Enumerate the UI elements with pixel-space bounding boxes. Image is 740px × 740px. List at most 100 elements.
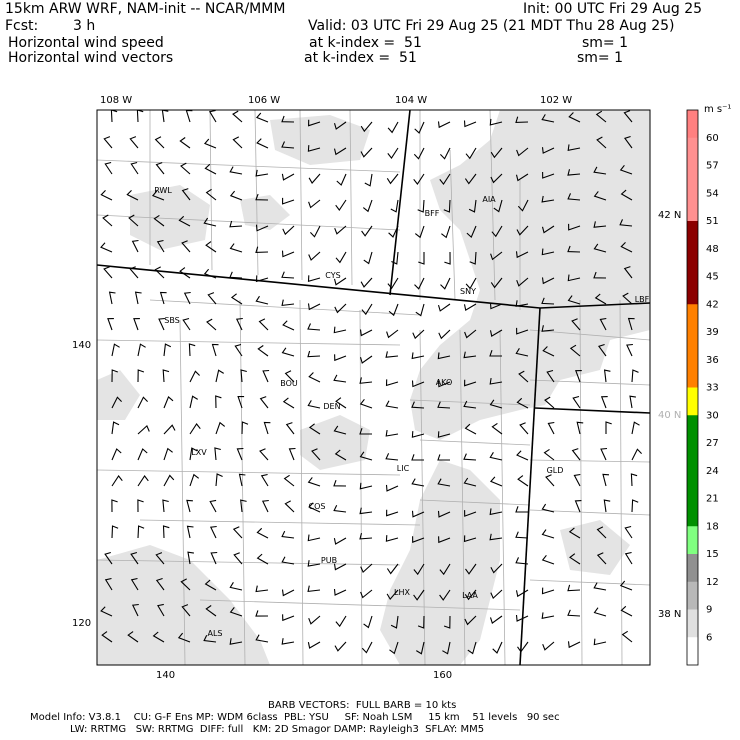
- wind-barb: [489, 350, 503, 357]
- wind-barb: [464, 589, 477, 601]
- wind-barb: [229, 220, 243, 228]
- wind-barb: [229, 638, 243, 645]
- border-wy-ne: [389, 110, 411, 296]
- wind-barb: [489, 508, 503, 516]
- wind-barb: [333, 425, 347, 435]
- grid-x-label-140: 140: [156, 670, 176, 681]
- wind-barb: [465, 563, 477, 575]
- border-ne-ks: [534, 407, 650, 414]
- wind-barb: [489, 302, 503, 310]
- wind-barb: [516, 147, 529, 157]
- station-den: DEN: [323, 402, 340, 411]
- wind-barb: [334, 449, 347, 461]
- wind-barb: [464, 329, 477, 339]
- wind-barb: [516, 397, 529, 409]
- wind-barb: [179, 267, 191, 279]
- wind-barb: [469, 251, 477, 265]
- wind-barb: [237, 396, 245, 409]
- wind-barb: [489, 615, 503, 624]
- wind-barb: [463, 535, 477, 543]
- wind-barb: [238, 473, 246, 487]
- wind-barb: [491, 422, 503, 435]
- wind-barb: [417, 199, 425, 213]
- colorbar-swatch: [687, 359, 698, 388]
- wind-barb: [178, 215, 191, 227]
- wind-barb: [437, 380, 451, 388]
- wind-barb: [262, 369, 270, 383]
- wind-barb: [437, 352, 451, 360]
- wind-barb: [359, 355, 373, 364]
- wind-barb: [593, 221, 607, 228]
- colorbar-tick-label: 12: [706, 577, 719, 588]
- wind-barb: [255, 295, 269, 305]
- wind-barb: [153, 214, 165, 227]
- colorbar-tick-label: 39: [706, 327, 719, 338]
- wind-barb: [626, 343, 633, 357]
- wind-barb: [281, 638, 295, 645]
- wind-barb: [255, 169, 269, 177]
- wind-barb: [308, 615, 321, 625]
- wind-barb: [335, 397, 347, 409]
- colorbar-swatch: [687, 443, 698, 472]
- wind-barb: [256, 553, 269, 565]
- wind-barb: [154, 266, 165, 279]
- wind-barb: [281, 347, 295, 357]
- wind-barb: [492, 641, 503, 654]
- wind-barb: [157, 603, 165, 617]
- wind-barb: [281, 173, 295, 181]
- wind-barb: [179, 137, 191, 149]
- wind-barb: [260, 473, 269, 487]
- wind-barb: [491, 225, 503, 238]
- wind-barb: [360, 563, 373, 574]
- wind-barb: [516, 450, 529, 461]
- wind-barb: [255, 610, 269, 617]
- colorbar-swatch: [687, 110, 698, 139]
- wind-barb: [308, 423, 321, 435]
- wind-barb: [621, 630, 633, 643]
- wind-barb: [412, 536, 425, 543]
- wind-barb: [463, 453, 477, 461]
- wind-barb: [111, 525, 119, 539]
- wind-barb: [162, 369, 170, 383]
- wind-barb: [255, 112, 269, 123]
- wind-barb: [137, 343, 146, 357]
- lat-label-38n: 38 N: [658, 609, 682, 620]
- wind-barb: [111, 475, 123, 487]
- wind-barb: [438, 329, 451, 340]
- wind-barb: [229, 607, 243, 617]
- wind-barb: [515, 251, 529, 259]
- colorbar-swatch: [687, 304, 698, 333]
- wind-barb: [333, 588, 347, 596]
- wind-barb: [281, 556, 295, 565]
- wind-barb: [440, 277, 451, 290]
- lat-label-42n: 42 N: [658, 210, 682, 221]
- wind-barb: [437, 510, 451, 518]
- wind-barb: [281, 271, 295, 279]
- wind-barb: [413, 173, 425, 185]
- wind-barb: [416, 641, 425, 655]
- wind-barb: [593, 582, 607, 591]
- wind-barb: [232, 136, 243, 149]
- wind-barb: [518, 370, 529, 383]
- wind-barb: [335, 199, 347, 211]
- station-ako: AKO: [436, 378, 453, 387]
- station-bou: BOU: [280, 379, 298, 388]
- wind-barb: [414, 277, 425, 290]
- wind-barb: [281, 589, 295, 597]
- station-cos: COS: [309, 502, 326, 511]
- wind-barb: [255, 585, 269, 593]
- wind-barb: [596, 526, 607, 539]
- colorbar-tick-label: 48: [706, 244, 719, 255]
- wind-barb: [517, 475, 529, 487]
- wind-barb: [593, 191, 607, 201]
- wind-barb: [282, 614, 295, 622]
- wind-barb: [542, 346, 555, 357]
- wind-barb: [333, 563, 347, 571]
- wind-barb: [463, 303, 477, 311]
- wind-barb: [307, 560, 321, 567]
- wind-barb: [541, 612, 555, 619]
- wind-barb: [541, 114, 555, 123]
- wind-barb: [187, 551, 194, 565]
- wind-barb: [108, 291, 116, 305]
- wind-barb: [257, 345, 269, 357]
